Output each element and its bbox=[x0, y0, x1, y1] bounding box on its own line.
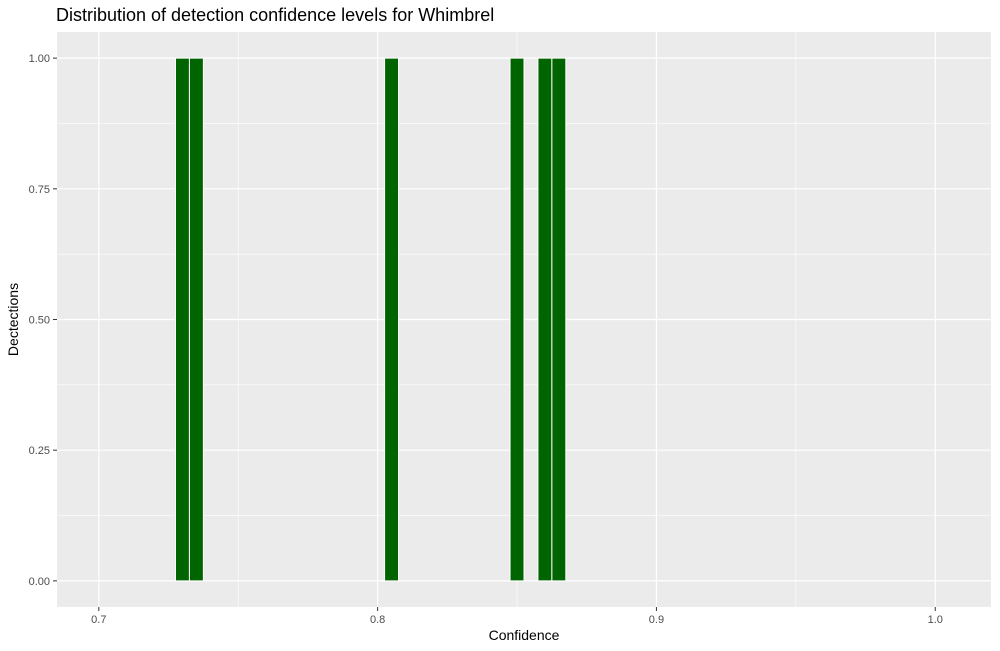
y-axis-title: Dectections bbox=[5, 283, 21, 356]
histogram-bar bbox=[174, 57, 190, 582]
histogram-bar bbox=[188, 57, 204, 582]
histogram-bar bbox=[509, 57, 525, 582]
x-tick-label: 1.0 bbox=[928, 614, 943, 626]
x-axis: 0.7 0.8 0.9 1.0 bbox=[91, 607, 943, 626]
y-axis: 0.00 0.25 0.50 0.75 1.00 bbox=[29, 53, 57, 588]
x-axis-title: Confidence bbox=[489, 627, 560, 643]
bars bbox=[174, 57, 567, 582]
y-tick-label: 0.00 bbox=[29, 576, 50, 588]
x-tick-label: 0.9 bbox=[649, 614, 664, 626]
x-tick-label: 0.8 bbox=[370, 614, 385, 626]
y-tick-label: 1.00 bbox=[29, 53, 50, 65]
y-tick-label: 0.50 bbox=[29, 315, 50, 327]
x-tick-label: 0.7 bbox=[91, 614, 106, 626]
y-tick-label: 0.75 bbox=[29, 184, 50, 196]
chart-title: Distribution of detection confidence lev… bbox=[56, 5, 495, 25]
histogram-bar bbox=[537, 57, 553, 582]
histogram-bar bbox=[551, 57, 567, 582]
histogram-bar bbox=[384, 57, 400, 582]
y-tick-label: 0.25 bbox=[29, 445, 50, 457]
